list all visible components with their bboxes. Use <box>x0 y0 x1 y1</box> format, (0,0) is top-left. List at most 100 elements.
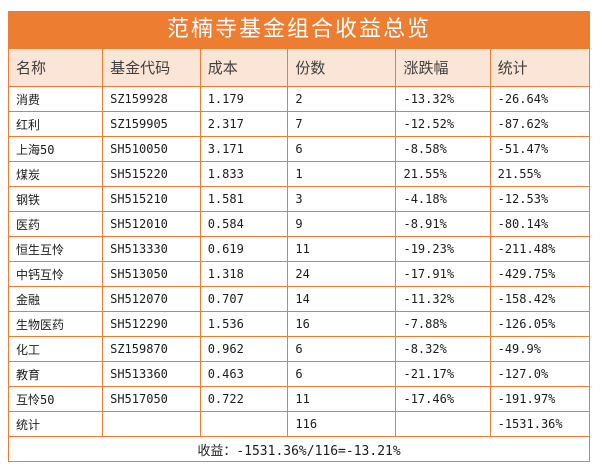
table-cell: -191.97% <box>489 386 591 412</box>
column-header: 份数 <box>287 48 397 87</box>
table-cell: -126.05% <box>489 311 591 337</box>
table-cell: 0.463 <box>199 361 289 387</box>
table-row: 恒生互怜 SH513330 0.619 11 -19.23% -211.48% <box>7 236 591 262</box>
table-cell: 0.722 <box>199 386 289 412</box>
table-cell: 互怜50 <box>7 386 104 412</box>
table-cell: SH517050 <box>102 386 201 412</box>
table-cell: -7.88% <box>395 311 491 337</box>
table-cell: 0.962 <box>199 336 289 362</box>
table-cell: SH515210 <box>102 186 201 212</box>
table-cell: 24 <box>287 261 397 287</box>
table-cell: -19.23% <box>395 236 491 262</box>
table-cell: -87.62% <box>489 111 591 137</box>
table-cell: 2.317 <box>199 111 289 137</box>
table-cell: 9 <box>287 211 397 237</box>
table-row: 中钙互怜 SH513050 1.318 24 -17.91% -429.75% <box>7 261 591 287</box>
table-cell: -211.48% <box>489 236 591 262</box>
table-cell: 中钙互怜 <box>7 261 104 287</box>
table-cell: 1 <box>287 161 397 187</box>
table-cell: -12.52% <box>395 111 491 137</box>
table-cell: -51.47% <box>489 136 591 162</box>
table-row: 金融 SH512070 0.707 14 -11.32% -158.42% <box>7 286 591 312</box>
table-cell <box>199 411 289 437</box>
summary-row: 统计 116 -1531.36% <box>7 411 591 437</box>
table-cell: -8.58% <box>395 136 491 162</box>
table-cell: 医药 <box>7 211 104 237</box>
table-cell: 1.536 <box>199 311 289 337</box>
table-cell: 红利 <box>7 111 104 137</box>
table-cell: -8.32% <box>395 336 491 362</box>
table-cell: -12.53% <box>489 186 591 212</box>
table-cell: 6 <box>287 136 397 162</box>
table-cell <box>395 411 491 437</box>
table-cell: SH515220 <box>102 161 201 187</box>
table-cell: -127.0% <box>489 361 591 387</box>
table-row: 消费 SZ159928 1.179 2 -13.32% -26.64% <box>7 86 591 112</box>
table-cell: 统计 <box>7 411 104 437</box>
table-cell: -8.91% <box>395 211 491 237</box>
table-body: 消费 SZ159928 1.179 2 -13.32% -26.64% 红利 SZ159905… <box>7 86 591 437</box>
table-cell: 1.833 <box>199 161 289 187</box>
table-cell: 煤炭 <box>7 161 104 187</box>
table-cell: SZ159870 <box>102 336 201 362</box>
table-cell: 2 <box>287 86 397 112</box>
table-cell: 21.55% <box>395 161 491 187</box>
table-cell: -13.32% <box>395 86 491 112</box>
table-cell: 1.581 <box>199 186 289 212</box>
table-cell: 金融 <box>7 286 104 312</box>
table-cell: 6 <box>287 361 397 387</box>
table-row: 煤炭 SH515220 1.833 1 21.55% 21.55% <box>7 161 591 187</box>
page-title: 范楠寺基金组合收益总览 <box>8 11 590 48</box>
table-row: 互怜50 SH517050 0.722 11 -17.46% -191.97% <box>7 386 591 412</box>
table-cell: 14 <box>287 286 397 312</box>
column-header: 基金代码 <box>102 48 201 87</box>
table-cell: 教育 <box>7 361 104 387</box>
table-header: 名称 基金代码 成本 份数 涨跌幅 统计 <box>7 48 591 87</box>
table-row: 化工 SZ159870 0.962 6 -8.32% -49.9% <box>7 336 591 362</box>
table-cell: -17.91% <box>395 261 491 287</box>
table-cell: -1531.36% <box>489 411 591 437</box>
table-cell: 生物医药 <box>7 311 104 337</box>
column-header: 涨跌幅 <box>395 48 491 87</box>
table-cell: SH513330 <box>102 236 201 262</box>
table-cell <box>102 411 201 437</box>
table-row: 教育 SH513360 0.463 6 -21.17% -127.0% <box>7 361 591 387</box>
table-cell: SH513050 <box>102 261 201 287</box>
table-cell: 6 <box>287 336 397 362</box>
table-cell: SH513360 <box>102 361 201 387</box>
table-cell: 7 <box>287 111 397 137</box>
column-header: 名称 <box>7 48 104 87</box>
table-cell: 消费 <box>7 86 104 112</box>
table-row: 钢铁 SH515210 1.581 3 -4.18% -12.53% <box>7 186 591 212</box>
table-cell: SZ159928 <box>102 86 201 112</box>
table-cell: 1.318 <box>199 261 289 287</box>
fund-returns-table: 名称 基金代码 成本 份数 涨跌幅 统计 消费 SZ159928 1.179 2 -13.32% -… <box>7 48 591 462</box>
total-return-summary: 收益：-1531.36%/116=-13.21% <box>8 436 590 462</box>
table-cell: 0.707 <box>199 286 289 312</box>
header-row: 名称 基金代码 成本 份数 涨跌幅 统计 <box>7 48 591 87</box>
column-header: 统计 <box>489 48 591 87</box>
table-cell: -11.32% <box>395 286 491 312</box>
table-cell: SH510050 <box>102 136 201 162</box>
table-cell: 钢铁 <box>7 186 104 212</box>
table-cell: 恒生互怜 <box>7 236 104 262</box>
table-cell: -429.75% <box>489 261 591 287</box>
table-cell: 116 <box>287 411 397 437</box>
table-cell: -26.64% <box>489 86 591 112</box>
table-cell: 3 <box>287 186 397 212</box>
table-cell: -49.9% <box>489 336 591 362</box>
table-cell: SH512070 <box>102 286 201 312</box>
table-cell: -4.18% <box>395 186 491 212</box>
table-cell: 21.55% <box>489 161 591 187</box>
table-cell: 0.584 <box>199 211 289 237</box>
table-cell: SH512290 <box>102 311 201 337</box>
table-cell: SZ159905 <box>102 111 201 137</box>
table-row: 红利 SZ159905 2.317 7 -12.52% -87.62% <box>7 111 591 137</box>
table-cell: SH512010 <box>102 211 201 237</box>
table-cell: 11 <box>287 386 397 412</box>
table-cell: 16 <box>287 311 397 337</box>
fund-overview-sheet: 范楠寺基金组合收益总览 名称 基金代码 成本 份数 涨跌幅 统计 消费 SZ159928 1.… <box>7 11 591 462</box>
footer-row: 收益：-1531.36%/116=-13.21% <box>8 436 590 462</box>
table-cell: -80.14% <box>489 211 591 237</box>
table-cell: 化工 <box>7 336 104 362</box>
